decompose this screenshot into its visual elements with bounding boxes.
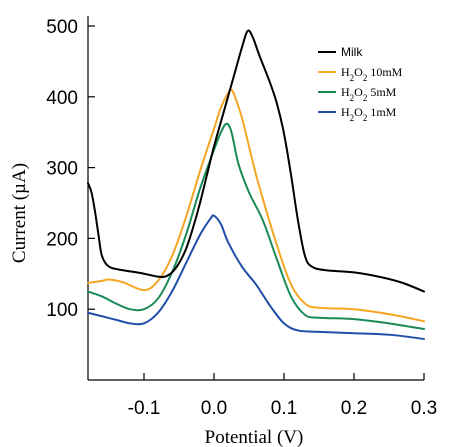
y-tick-label: 300: [46, 159, 78, 180]
x-tick-label: -0.1: [128, 398, 161, 419]
y-tick-label: 200: [46, 229, 78, 250]
x-tick-label: 0.3: [411, 398, 437, 419]
series-line-1: [87, 88, 425, 323]
legend-label-2: H2O2 5mM: [341, 85, 397, 103]
legend-label-3: H2O2 1mM: [341, 105, 397, 123]
y-tick-label: 100: [46, 300, 78, 321]
series-line-2: [87, 122, 425, 331]
y-tick-label: 500: [46, 17, 78, 38]
legend-label-0: Milk: [341, 45, 363, 59]
legend-label-1: H2O2 10mM: [341, 65, 403, 83]
series-line-3: [87, 214, 425, 340]
y-tick-label: 400: [46, 88, 78, 109]
x-tick-label: 0.0: [201, 398, 227, 419]
x-tick-label: 0.1: [271, 398, 297, 419]
y-ticks-group: 100 200 300 400 500: [46, 17, 95, 321]
legend: Milk H2O2 10mM H2O2 5mM H2O2 1mM: [318, 45, 403, 123]
x-ticks-group: -0.1 0.0 0.1 0.2 0.3: [128, 373, 437, 419]
x-axis-title: Potential (V): [205, 427, 304, 447]
series-line-0: [87, 29, 425, 293]
series-layer: [87, 29, 425, 340]
x-tick-label: 0.2: [341, 398, 367, 419]
y-axis-title: Current (µA): [9, 163, 30, 263]
